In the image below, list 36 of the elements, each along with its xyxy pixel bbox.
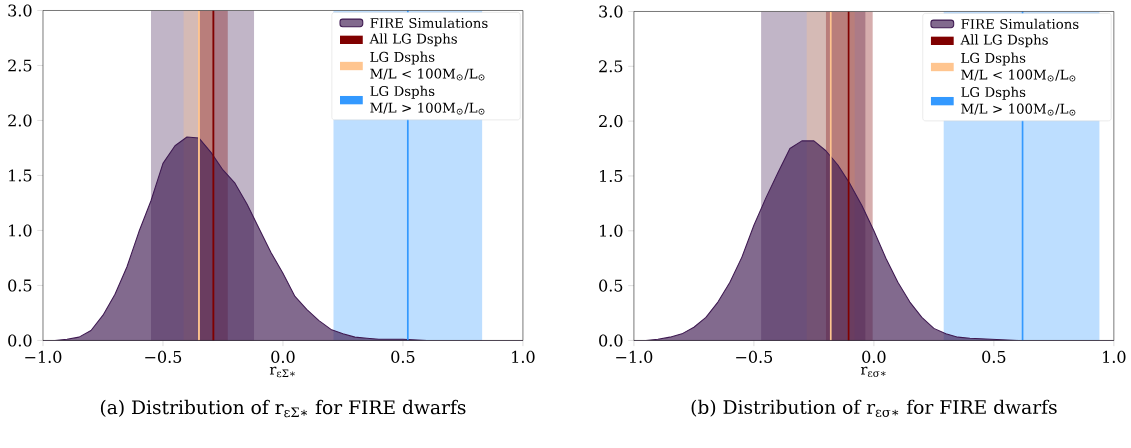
x-tick-label: 1.0 (1103, 350, 1126, 363)
y-tick-label: 3.0 (599, 5, 623, 18)
y-tick-label: 0.0 (8, 334, 32, 347)
text: (b) Distribution of r$_{εσ∗}$ for FIRE dwarfs (691, 399, 1057, 417)
y-tick-label: 1.0 (9, 224, 32, 237)
x-tick-label: −1.0 (616, 350, 653, 363)
legend-label: LG Dsphs M/L < 100M$_{⊙}$/L$_{⊙}$ (961, 52, 1076, 82)
legend-label: All LG Dsphs (960, 34, 1048, 48)
x-tick-label: −0.5 (736, 350, 773, 363)
legend-label: All LG Dsphs (369, 33, 457, 47)
y-tick-label: 2.5 (599, 60, 623, 73)
legend-label: LG Dsphs M/L > 100M$_{⊙}$/L$_{⊙}$ (961, 86, 1076, 116)
y-tick-label: 0.0 (599, 334, 623, 347)
legend-label: FIRE Simulations (961, 18, 1079, 29)
x-tick-label: 1.0 (512, 350, 535, 363)
x-tick-label: −1.0 (25, 350, 62, 363)
x-tick-label: 0.5 (982, 350, 1006, 363)
y-tick-label: 1.5 (600, 169, 623, 182)
legend-label: FIRE Simulations (370, 17, 488, 28)
x-axis-title: r$_{εΣ∗}$ (269, 366, 295, 378)
y-tick-label: 0.5 (599, 279, 623, 292)
y-tick-label: 0.5 (8, 279, 32, 292)
x-axis-title: r$_{εσ∗}$ (860, 366, 886, 377)
y-tick-label: 2.0 (599, 114, 623, 127)
y-tick-label: 3.0 (8, 4, 32, 17)
y-tick-label: 2.5 (8, 59, 32, 72)
x-tick-label: 0.0 (862, 350, 886, 363)
text: (a) Distribution of r$_{εΣ∗}$ for FIRE dwarfs (100, 399, 466, 417)
y-tick-label: 1.0 (600, 224, 623, 237)
legend-label: LG Dsphs M/L < 100M$_{⊙}$/L$_{⊙}$ (370, 51, 485, 81)
x-tick-label: 0.5 (391, 350, 415, 363)
x-tick-label: 0.0 (271, 350, 295, 363)
y-tick-label: 1.5 (9, 169, 32, 182)
y-tick-label: 2.0 (8, 114, 32, 127)
x-tick-label: −0.5 (145, 350, 182, 363)
legend-label: LG Dsphs M/L > 100M$_{⊙}$/L$_{⊙}$ (370, 85, 485, 115)
